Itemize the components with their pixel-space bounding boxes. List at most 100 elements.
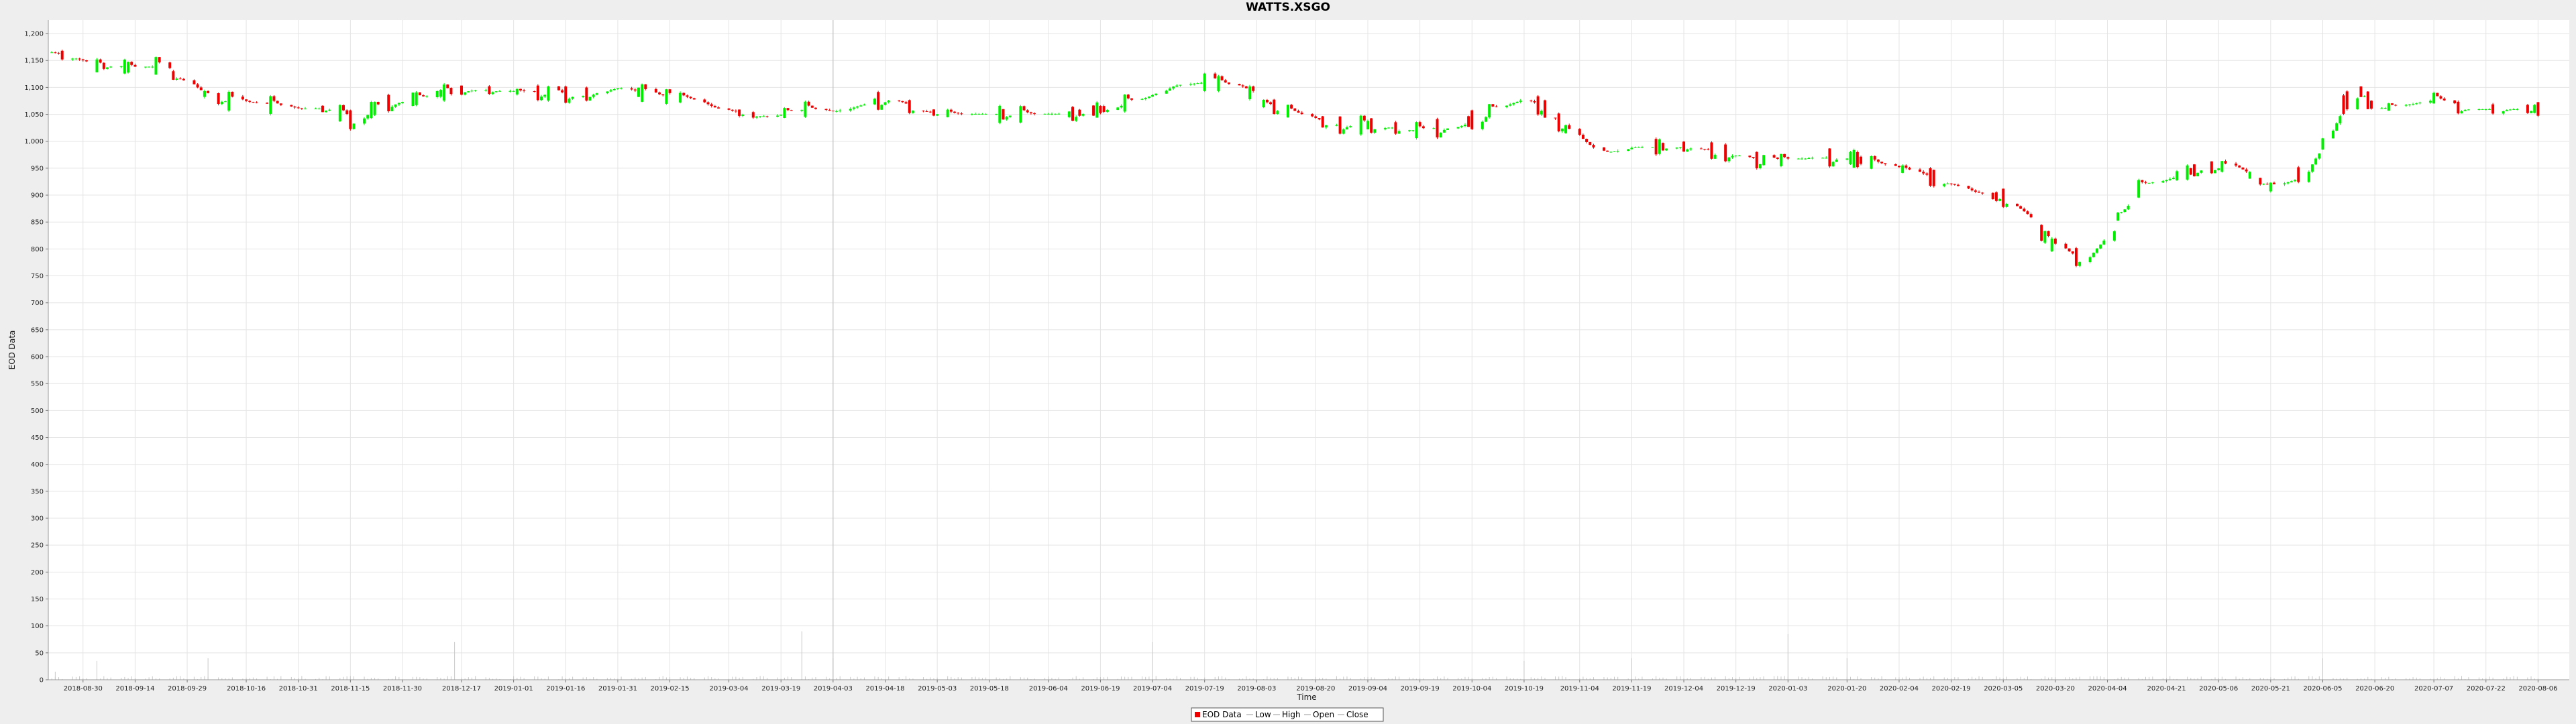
- candle-body: [533, 91, 536, 93]
- candle-body: [686, 95, 689, 97]
- candle-body: [1533, 101, 1536, 103]
- candle-body: [1929, 168, 1932, 186]
- candle-body: [1581, 134, 1585, 139]
- candle-body: [1661, 143, 1664, 151]
- candle-body: [706, 102, 710, 105]
- candle-body: [2176, 171, 2179, 180]
- candle-body: [488, 86, 491, 95]
- candle-body: [196, 84, 199, 88]
- x-tick-label: 2020-01-20: [1827, 685, 1866, 692]
- candle-body: [2383, 107, 2387, 109]
- y-tick-label: 300: [31, 516, 44, 523]
- candle-body: [1373, 129, 1377, 133]
- x-tick-label: 2020-04-04: [2088, 685, 2127, 692]
- candle-body: [1370, 118, 1373, 133]
- candle-body: [2335, 123, 2339, 131]
- candle-body: [352, 123, 356, 129]
- x-tick-label: 2019-05-18: [970, 685, 1009, 692]
- candle-body: [588, 97, 592, 101]
- candle-body: [1710, 142, 1713, 159]
- candle-body: [606, 91, 609, 94]
- candle-body: [1436, 119, 1439, 137]
- candle-body: [2078, 262, 2082, 266]
- x-tick-label: 2019-12-04: [1664, 685, 1703, 692]
- candle-body: [835, 111, 839, 112]
- candle-body: [616, 88, 619, 90]
- candle-body: [571, 97, 574, 99]
- candle-body: [2432, 93, 2436, 104]
- candle-body: [713, 106, 716, 108]
- candle-body: [2064, 243, 2068, 249]
- candle-body: [2161, 181, 2165, 183]
- x-tick-label: 2018-10-31: [279, 685, 318, 692]
- legend-item-open: Open: [1313, 710, 1334, 719]
- y-tick-label: 1,050: [24, 111, 44, 119]
- candle-body: [658, 92, 661, 95]
- candle-body: [1397, 131, 1401, 134]
- candle-body: [1387, 127, 1391, 129]
- legend-item-high: High: [1282, 710, 1301, 719]
- candle-body: [1675, 147, 1678, 149]
- x-tick-label: 2020-04-21: [2147, 685, 2186, 692]
- candle-body: [1835, 160, 1838, 162]
- candle-body: [2043, 231, 2047, 243]
- candle-body: [411, 93, 415, 107]
- candle-body: [949, 109, 953, 112]
- y-tick-label: 800: [31, 246, 44, 253]
- candle-body: [2415, 103, 2418, 105]
- candle-body: [1252, 86, 1255, 91]
- candle-body: [2196, 172, 2200, 177]
- candle-body: [1686, 149, 1689, 152]
- candle-body: [741, 114, 745, 116]
- candle-body: [227, 91, 231, 111]
- candle-body: [2248, 172, 2251, 179]
- candle-body: [904, 102, 908, 104]
- candle-body: [1338, 116, 1342, 134]
- candle-body: [2015, 203, 2019, 206]
- candle-body: [2147, 182, 2151, 184]
- candle-body: [1199, 82, 1203, 84]
- candle-body: [1755, 152, 1758, 169]
- candle-body: [1415, 122, 1418, 139]
- candle-body: [297, 107, 300, 109]
- candle-body: [390, 107, 394, 111]
- candle-body: [2235, 164, 2238, 166]
- candle-body: [2120, 212, 2123, 213]
- x-tick-label: 2019-03-19: [761, 685, 800, 692]
- candle-body: [2047, 231, 2050, 237]
- candle-body: [790, 110, 793, 111]
- candle-body: [2294, 180, 2297, 182]
- candle-body: [1439, 132, 1442, 137]
- candle-body: [400, 102, 404, 103]
- x-tick-label: 2018-11-15: [331, 685, 370, 692]
- candle-body: [2168, 178, 2171, 180]
- candle-body: [1880, 162, 1884, 164]
- candle-body: [1269, 102, 1273, 105]
- candle-body: [57, 52, 60, 54]
- candle-body: [1290, 105, 1293, 109]
- candle-body: [682, 93, 686, 96]
- candle-body: [2245, 169, 2248, 172]
- candle-body: [1460, 126, 1463, 127]
- candle-body: [1560, 128, 1564, 131]
- candle-body: [1276, 111, 1279, 115]
- candle-body: [2512, 109, 2516, 110]
- candle-body: [1540, 111, 1543, 115]
- candle-body: [609, 90, 612, 92]
- candle-body: [269, 96, 272, 114]
- candle-body: [928, 111, 932, 113]
- candle-body: [1165, 90, 1168, 94]
- candle-body: [1727, 157, 1731, 162]
- candle-body: [245, 99, 248, 101]
- candle-body: [1099, 105, 1102, 113]
- candle-body: [276, 101, 279, 104]
- candle-body: [494, 91, 498, 93]
- candle-body: [376, 102, 380, 105]
- candle-body: [1214, 73, 1217, 78]
- candle-body: [946, 109, 949, 117]
- candle-body: [338, 105, 341, 122]
- candle-body: [2269, 182, 2272, 192]
- x-tick-label: 2018-11-30: [383, 685, 422, 692]
- candle-body: [2192, 164, 2196, 177]
- candle-body: [1724, 144, 1727, 162]
